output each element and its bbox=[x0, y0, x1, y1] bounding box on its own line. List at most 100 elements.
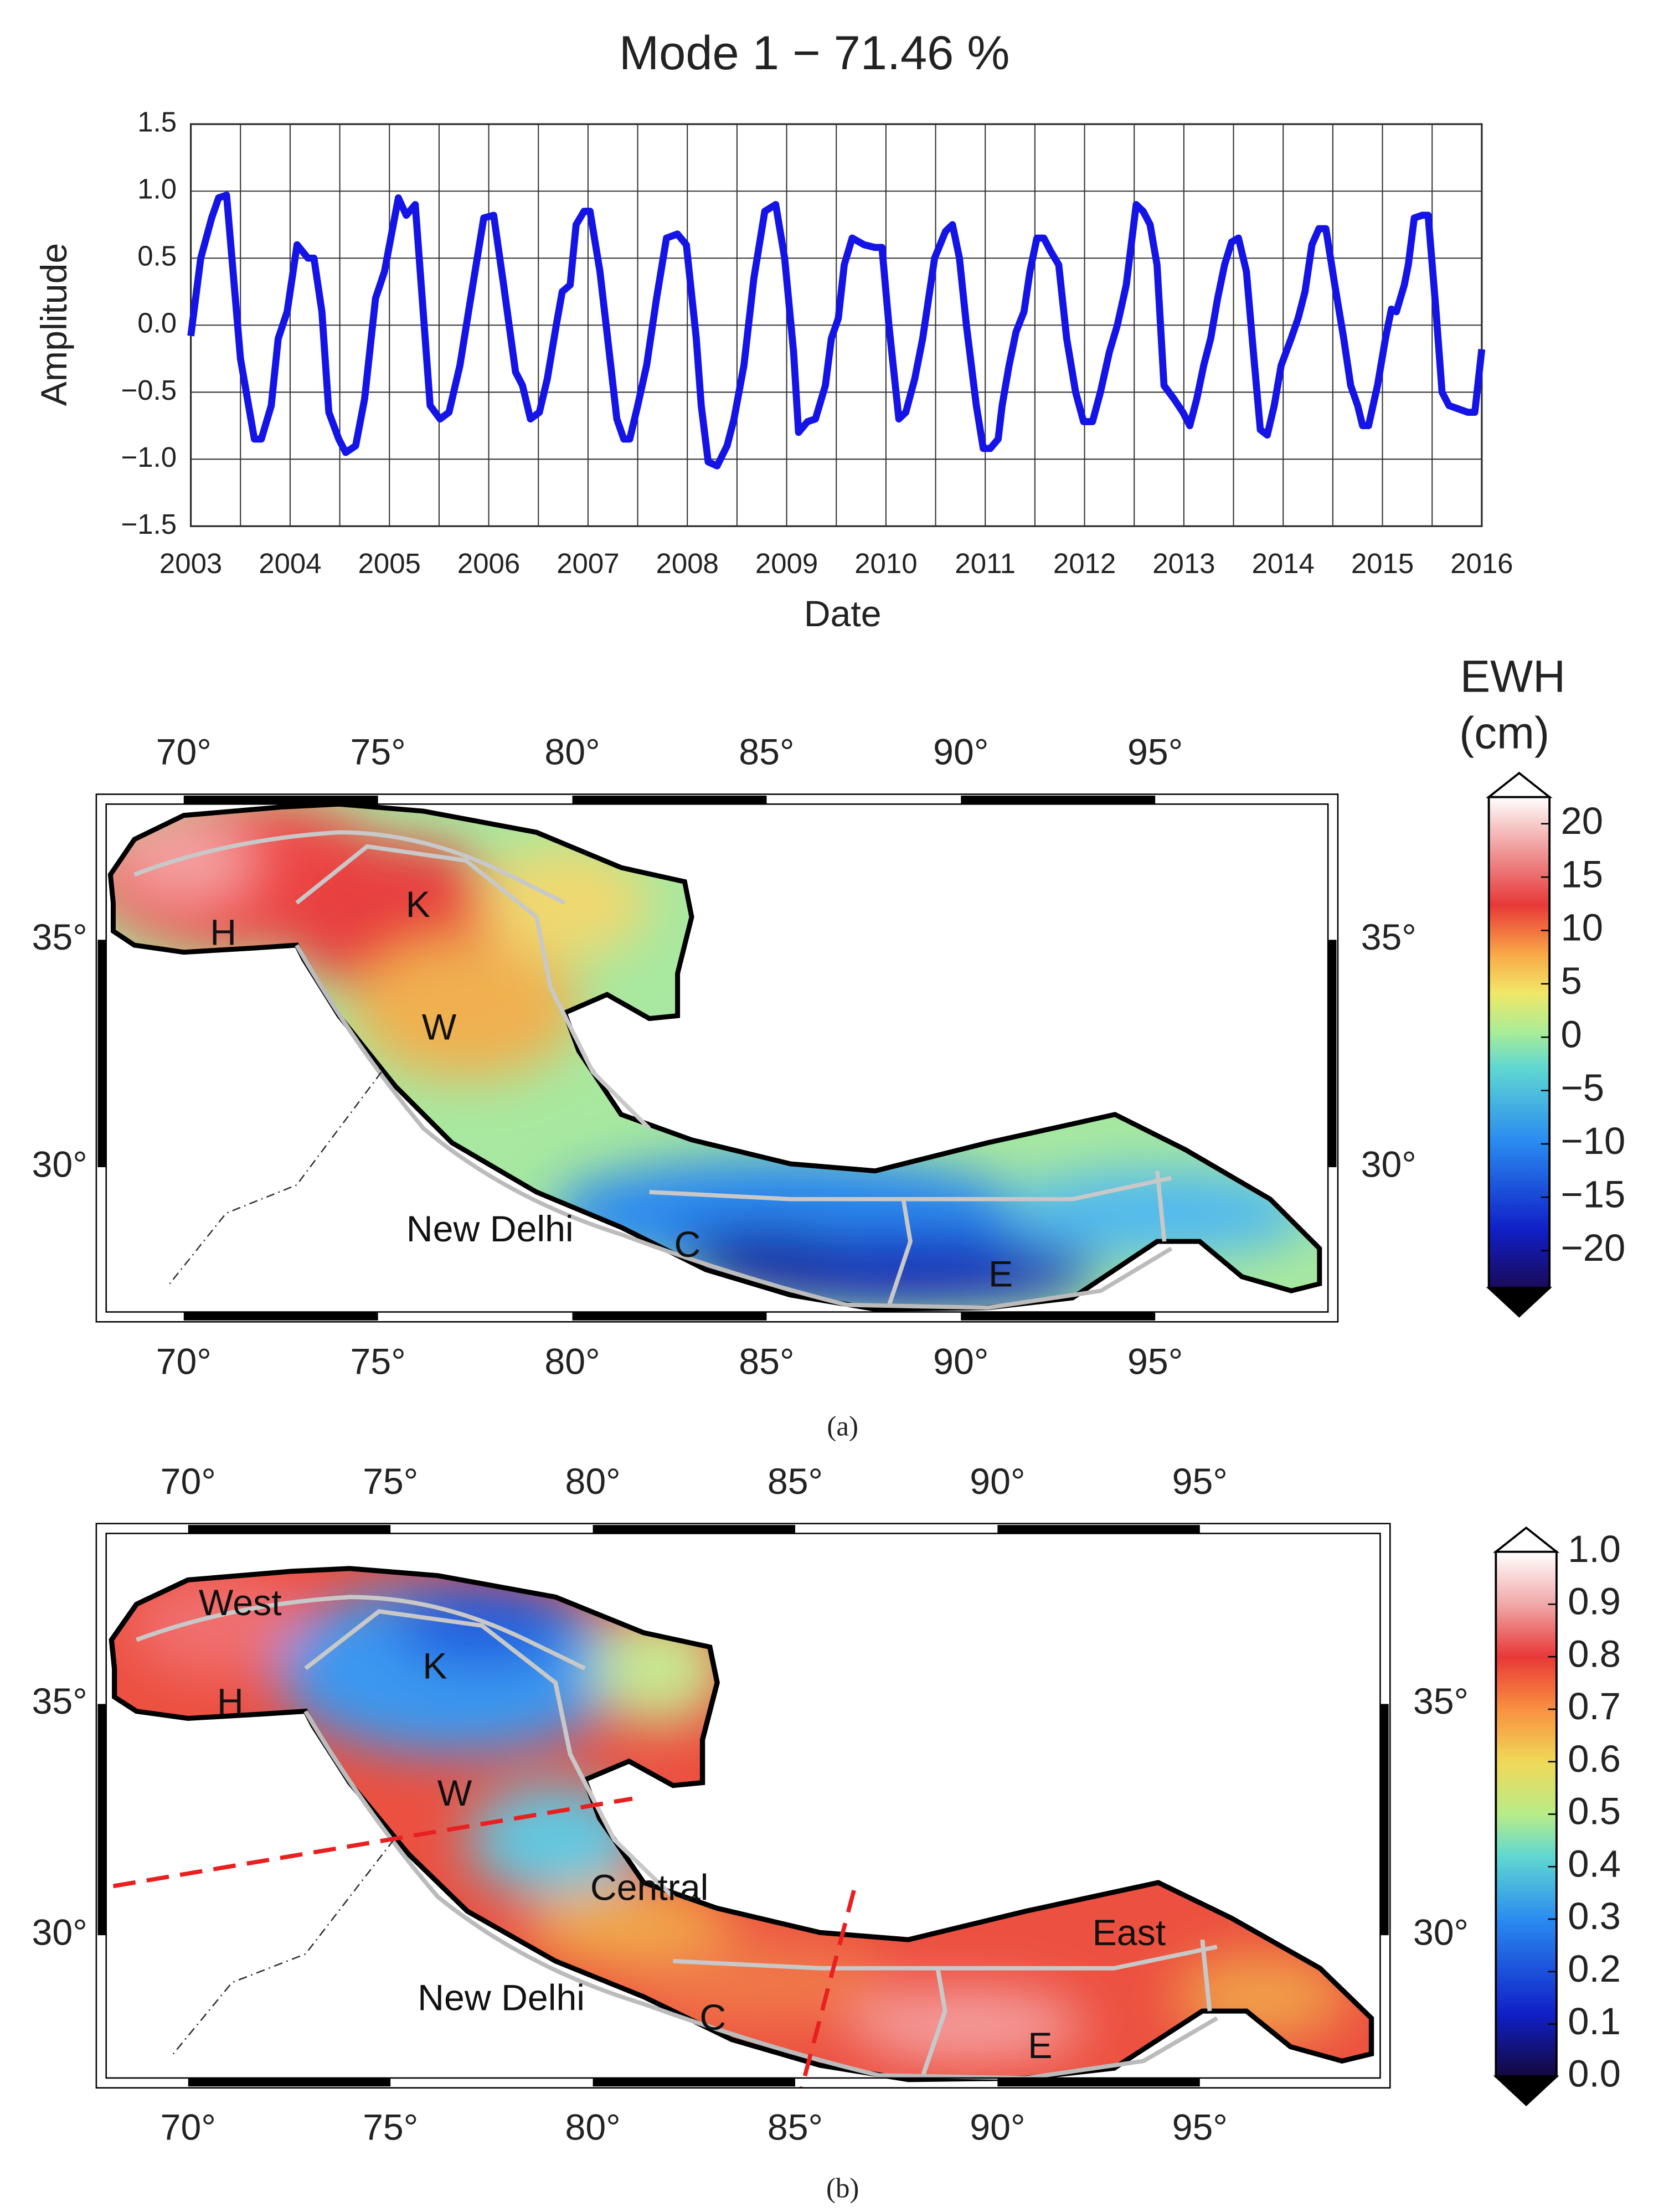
colorbar-extend bbox=[1486, 1287, 1553, 1318]
map-frame bbox=[95, 793, 1339, 1323]
lat-tick-label: 35° bbox=[1413, 1681, 1469, 1722]
lon-tick-label: 85° bbox=[739, 732, 794, 773]
frame-bar bbox=[183, 1312, 378, 1321]
lat-tick-label: 30° bbox=[32, 1144, 87, 1185]
lon-tick-label: 80° bbox=[565, 1461, 620, 1502]
x-tick-label: 2010 bbox=[854, 548, 917, 579]
frame-bar bbox=[572, 795, 767, 805]
frame-bar bbox=[97, 1704, 106, 1936]
lon-tick-label: 75° bbox=[363, 2107, 418, 2148]
panel-label: (a) bbox=[827, 1411, 858, 1442]
lon-tick-label: 70° bbox=[161, 2107, 216, 2148]
frame-bar bbox=[593, 2077, 795, 2087]
place-label: East bbox=[1093, 1912, 1166, 1953]
lon-tick-label: 90° bbox=[933, 1341, 988, 1382]
colorbar-extend bbox=[1493, 2075, 1559, 2106]
place-label: E bbox=[988, 1254, 1013, 1295]
lat-tick-label: 30° bbox=[1413, 1912, 1469, 1953]
x-tick-label: 2016 bbox=[1450, 548, 1513, 579]
colorbar-tick-label: 0.8 bbox=[1568, 1632, 1621, 1675]
place-label: New Delhi bbox=[406, 1209, 574, 1250]
y-tick-label: 1.0 bbox=[137, 173, 177, 205]
x-tick-label: 2008 bbox=[656, 548, 719, 579]
place-label: K bbox=[423, 1646, 447, 1687]
y-tick-label: 1.5 bbox=[137, 106, 177, 138]
lon-tick-label: 95° bbox=[1127, 1341, 1183, 1382]
place-label: West bbox=[199, 1582, 282, 1623]
place-label: K bbox=[406, 884, 430, 925]
colorbar-extend bbox=[1486, 771, 1553, 798]
lon-tick-label: 90° bbox=[933, 732, 988, 773]
lon-tick-label: 80° bbox=[565, 2107, 620, 2148]
colorbar-tick-label: −15 bbox=[1561, 1173, 1626, 1216]
colorbar-tick-label: 10 bbox=[1561, 906, 1604, 949]
lon-tick-label: 80° bbox=[544, 1341, 600, 1382]
frame-bar bbox=[572, 1312, 767, 1321]
lon-tick-label: 70° bbox=[161, 1461, 216, 1502]
lon-tick-label: 95° bbox=[1172, 1461, 1228, 1502]
y-tick-label: −1.0 bbox=[121, 441, 177, 473]
profile-line bbox=[112, 1796, 856, 2089]
data-line bbox=[187, 192, 1486, 470]
lat-tick-label: 35° bbox=[32, 1681, 87, 1722]
x-tick-label: 2013 bbox=[1152, 548, 1215, 579]
frame-bar bbox=[97, 940, 106, 1168]
colorbar-tick-label: 0.2 bbox=[1568, 1947, 1621, 1990]
colorbar-tick-label: 0.6 bbox=[1568, 1737, 1621, 1780]
place-label: H bbox=[210, 912, 236, 953]
colorbar-tick-label: 0.0 bbox=[1568, 2053, 1621, 2095]
place-label: E bbox=[1028, 2025, 1052, 2066]
colorbar-tick-label: 0.3 bbox=[1568, 1895, 1621, 1937]
frame-bar bbox=[997, 2077, 1200, 2087]
x-tick-label: 2014 bbox=[1252, 548, 1315, 579]
x-tick-label: 2011 bbox=[955, 548, 1016, 579]
frame-bar bbox=[188, 2077, 391, 2087]
y-tick-label: 0.5 bbox=[137, 240, 177, 272]
lon-tick-label: 85° bbox=[768, 1461, 823, 1502]
place-label: Central bbox=[590, 1868, 709, 1909]
x-tick-label: 2005 bbox=[358, 548, 421, 579]
colorbar-tick-label: −10 bbox=[1561, 1120, 1626, 1162]
frame-bar bbox=[961, 795, 1156, 805]
colorbar-tick-label: 0.5 bbox=[1568, 1790, 1621, 1833]
place-label: New Delhi bbox=[418, 1977, 585, 2018]
lat-tick-label: 30° bbox=[1361, 1144, 1417, 1185]
x-tick-label: 2009 bbox=[755, 548, 818, 579]
colorbar bbox=[1487, 796, 1551, 1290]
x-tick-label: 2015 bbox=[1351, 548, 1414, 579]
map-frame bbox=[95, 1523, 1391, 2089]
colorbar-tick-label: 0.4 bbox=[1568, 1842, 1621, 1885]
colorbar-tick-label: −5 bbox=[1561, 1066, 1604, 1109]
colorbar-tick-label: 0 bbox=[1561, 1013, 1582, 1055]
map-b-field bbox=[85, 1554, 1408, 2097]
frame-bar bbox=[183, 795, 378, 805]
lon-tick-label: 90° bbox=[970, 1461, 1025, 1502]
colorbar-tick-label: 0.9 bbox=[1568, 1580, 1621, 1623]
panel-label: (b) bbox=[826, 2173, 859, 2204]
lon-tick-label: 75° bbox=[351, 732, 406, 773]
y-tick-label: −1.5 bbox=[121, 508, 177, 540]
lon-tick-label: 75° bbox=[351, 1341, 406, 1382]
x-tick-label: 2004 bbox=[259, 548, 321, 579]
colorbar-title: EWH bbox=[1460, 652, 1565, 702]
colorbar bbox=[1495, 1550, 1558, 2078]
colorbar-tick-label: 20 bbox=[1561, 800, 1604, 842]
lon-tick-label: 85° bbox=[739, 1341, 794, 1382]
lat-tick-label: 30° bbox=[32, 1912, 87, 1953]
frame-bar bbox=[1328, 940, 1337, 1168]
frame-bar bbox=[997, 1525, 1200, 1534]
colorbar-tick-label: 0.1 bbox=[1568, 2000, 1621, 2043]
x-axis-label: Date bbox=[804, 594, 882, 635]
y-tick-label: −0.5 bbox=[121, 374, 177, 406]
lat-tick-label: 35° bbox=[1361, 917, 1417, 958]
place-label: C bbox=[699, 1997, 726, 2038]
lon-tick-label: 75° bbox=[363, 1461, 418, 1502]
colorbar-title: (cm) bbox=[1459, 708, 1549, 758]
frame-bar bbox=[188, 1525, 391, 1534]
colorbar-extend bbox=[1492, 1526, 1560, 1553]
lon-tick-label: 70° bbox=[156, 732, 212, 773]
map-a-field bbox=[85, 790, 1355, 1326]
colorbar-tick-label: 1.0 bbox=[1568, 1528, 1621, 1570]
y-axis-label: Amplitude bbox=[34, 243, 75, 406]
